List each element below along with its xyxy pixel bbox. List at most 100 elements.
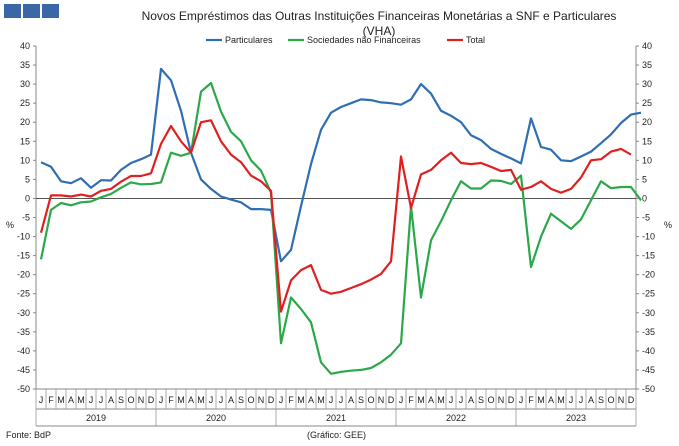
x-month-label: M xyxy=(417,395,425,405)
x-month-label: D xyxy=(268,395,275,405)
x-year-label: 2020 xyxy=(206,413,226,423)
y-tick-label-right: -15 xyxy=(642,251,655,261)
y-tick-label-left: -20 xyxy=(17,270,30,280)
x-month-label: M xyxy=(297,395,305,405)
x-month-label: A xyxy=(188,395,194,405)
logo-block-3 xyxy=(42,4,59,18)
x-month-label: A xyxy=(468,395,474,405)
x-year-label: 2022 xyxy=(446,413,466,423)
credit-note: (Gráfico: GEE) xyxy=(307,430,367,440)
x-month-label: F xyxy=(408,395,414,405)
y-tick-label-left: 35 xyxy=(20,60,30,70)
y-tick-label-right: -25 xyxy=(642,289,655,299)
x-month-label: J xyxy=(569,395,574,405)
x-month-label: S xyxy=(238,395,244,405)
x-month-label: A xyxy=(588,395,594,405)
x-month-label: M xyxy=(197,395,205,405)
y-tick-label-right: 35 xyxy=(642,60,652,70)
y-tick-label-right: 0 xyxy=(642,193,647,203)
x-month-label: J xyxy=(519,395,524,405)
x-month-label: J xyxy=(99,395,104,405)
x-month-label: J xyxy=(329,395,334,405)
x-month-label: J xyxy=(449,395,454,405)
x-month-label: O xyxy=(247,395,254,405)
x-month-label: D xyxy=(388,395,395,405)
y-axis-ticks: 40 40 35 35 30 30 25 25 20 20 15 15 10 10 5 5 0 0 -5 -5 -10 -… xyxy=(17,41,655,394)
y-tick-label-left: -15 xyxy=(17,251,30,261)
chart-subtitle: (VHA) xyxy=(362,24,396,38)
x-month-label: J xyxy=(39,395,44,405)
y-tick-label-left: 25 xyxy=(20,98,30,108)
x-month-label: N xyxy=(138,395,145,405)
y-tick-label-right: 40 xyxy=(642,41,652,51)
x-month-label: A xyxy=(348,395,354,405)
x-month-label: M xyxy=(557,395,565,405)
x-month-label: S xyxy=(118,395,124,405)
x-month-label: S xyxy=(478,395,484,405)
y-tick-label-right: -30 xyxy=(642,308,655,318)
y-tick-label-left: -35 xyxy=(17,327,30,337)
x-month-label: F xyxy=(528,395,534,405)
x-month-label: D xyxy=(628,395,635,405)
y-tick-label-left: 10 xyxy=(20,155,30,165)
x-month-label: N xyxy=(258,395,265,405)
y-tick-label-right: -5 xyxy=(642,213,650,223)
x-month-label: A xyxy=(68,395,74,405)
x-month-label: J xyxy=(399,395,404,405)
x-month-label: S xyxy=(358,395,364,405)
y-tick-label-left: -25 xyxy=(17,289,30,299)
legend-label: Total xyxy=(466,35,485,45)
y-axis-label-left: % xyxy=(6,220,14,230)
y-tick-label-left: 30 xyxy=(20,79,30,89)
x-month-label: D xyxy=(148,395,155,405)
legend-label: Sociedades não Financeiras xyxy=(307,35,421,45)
x-month-label: J xyxy=(219,395,224,405)
x-month-label: J xyxy=(459,395,464,405)
x-month-label: S xyxy=(598,395,604,405)
x-month-label: M xyxy=(77,395,85,405)
x-year-label: 2023 xyxy=(566,413,586,423)
y-tick-label-left: 20 xyxy=(20,117,30,127)
x-month-label: O xyxy=(127,395,134,405)
y-axis-label-right: % xyxy=(664,220,672,230)
x-month-label: J xyxy=(339,395,344,405)
y-tick-label-left: 40 xyxy=(20,41,30,51)
y-tick-label-right: -50 xyxy=(642,384,655,394)
y-tick-label-right: 15 xyxy=(642,136,652,146)
x-month-label: O xyxy=(607,395,614,405)
y-tick-label-left: -45 xyxy=(17,365,30,375)
x-month-label: N xyxy=(498,395,505,405)
source-note: Fonte: BdP xyxy=(6,430,52,440)
x-month-label: O xyxy=(487,395,494,405)
x-year-label: 2021 xyxy=(326,413,346,423)
x-month-label: A xyxy=(548,395,554,405)
x-month-label: J xyxy=(279,395,284,405)
y-tick-label-right: 10 xyxy=(642,155,652,165)
y-tick-label-right: -40 xyxy=(642,346,655,356)
x-month-label: M xyxy=(57,395,65,405)
x-month-label: A xyxy=(108,395,114,405)
y-tick-label-right: -20 xyxy=(642,270,655,280)
y-tick-label-left: 15 xyxy=(20,136,30,146)
legend-label: Particulares xyxy=(225,35,273,45)
logo-block-2 xyxy=(23,4,40,18)
series-line-particulares xyxy=(40,67,642,263)
y-tick-label-right: -45 xyxy=(642,365,655,375)
y-tick-label-right: 20 xyxy=(642,117,652,127)
x-month-label: F xyxy=(288,395,294,405)
y-tick-label-left: -5 xyxy=(22,213,30,223)
y-tick-label-left: -50 xyxy=(17,384,30,394)
x-year-label: 2019 xyxy=(86,413,106,423)
x-month-label: D xyxy=(508,395,515,405)
series-line-sociedades-n-o-financeiras xyxy=(39,81,642,375)
y-tick-label-left: 5 xyxy=(25,174,30,184)
chart-title: Novos Empréstimos das Outras Instituiçõe… xyxy=(141,9,617,23)
x-month-label: O xyxy=(367,395,374,405)
y-tick-label-left: -30 xyxy=(17,308,30,318)
y-tick-label-right: -35 xyxy=(642,327,655,337)
y-tick-label-right: 25 xyxy=(642,98,652,108)
y-tick-label-left: -10 xyxy=(17,232,30,242)
y-tick-label-left: -40 xyxy=(17,346,30,356)
